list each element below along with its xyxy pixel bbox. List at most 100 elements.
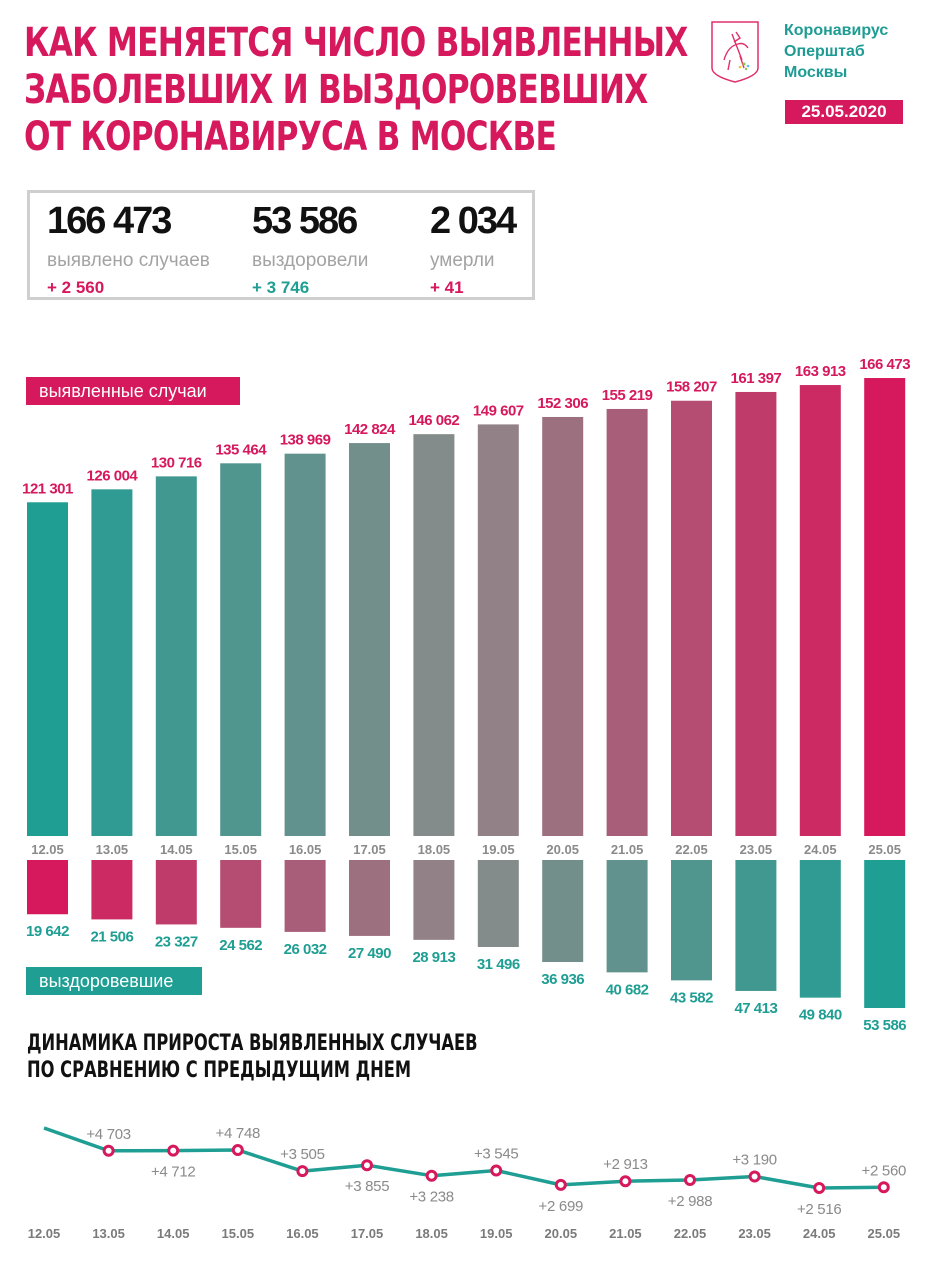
growth-point — [231, 1144, 244, 1156]
bar-date-label: 12.05 — [31, 842, 64, 857]
bar-recovered — [606, 860, 648, 973]
bar-recovered — [477, 860, 519, 947]
growth-label: +4 703 — [86, 1126, 131, 1143]
bar-recovered-label: 19 642 — [26, 923, 69, 940]
growth-point — [102, 1144, 115, 1157]
bar-recovered-label: 49 840 — [799, 1007, 842, 1024]
bar-cases-label: 126 004 — [87, 467, 139, 484]
growth-label: +3 238 — [409, 1189, 454, 1206]
bar-recovered-label: 21 506 — [90, 928, 133, 945]
line-date-label: 19.05 — [480, 1226, 513, 1241]
legend-recovered: выздоровевшие — [26, 967, 202, 995]
bar-recovered-label: 36 936 — [541, 971, 584, 988]
growth-label: +2 560 — [862, 1162, 907, 1179]
stat-cases: 166 473 выявлено случаев + 2 560 — [47, 199, 210, 299]
growth-point — [554, 1178, 567, 1191]
bar-cases — [284, 453, 326, 836]
stat-recovered: 53 586 выздоровели + 3 746 — [252, 199, 368, 299]
line-date-label: 16.05 — [286, 1226, 319, 1241]
growth-label: +3 855 — [345, 1178, 390, 1195]
bar-recovered-label: 43 582 — [670, 989, 713, 1006]
growth-point — [619, 1175, 632, 1188]
growth-point — [361, 1159, 373, 1172]
stat-label: выздоровели — [252, 250, 369, 271]
line-date-label: 24.05 — [803, 1226, 836, 1241]
stat-label: выявлено случаев — [47, 250, 210, 271]
bar-cases — [477, 424, 519, 836]
bar-cases — [349, 443, 390, 836]
bar-date-label: 13.05 — [96, 842, 129, 857]
moscow-coat-of-arms-icon — [711, 21, 759, 83]
bar-date-label: 19.05 — [482, 842, 515, 857]
bar-cases — [735, 391, 777, 836]
brand-line: Коронавирус — [784, 22, 889, 39]
bar-recovered — [799, 860, 841, 998]
bar-recovered-label: 23 327 — [155, 933, 198, 950]
bar-cases — [799, 385, 841, 836]
bar-date-label: 25.05 — [868, 842, 901, 857]
bar-cases-label: 149 607 — [473, 402, 524, 419]
bar-date-label: 14.05 — [160, 842, 193, 857]
bar-recovered-label: 53 586 — [863, 1017, 906, 1034]
bar-recovered — [220, 860, 262, 928]
growth-label: +2 699 — [539, 1198, 584, 1215]
section-title: ДИНАМИКА ПРИРОСТА ВЫЯВЛЕННЫХ СЛУЧАЕВ ПО … — [27, 1030, 478, 1084]
bar-recovered-label: 24 562 — [219, 937, 262, 954]
stat-delta: + 3 746 — [252, 278, 310, 297]
growth-label: +3 505 — [280, 1146, 325, 1163]
bar-recovered-label: 47 413 — [734, 1000, 777, 1017]
bar-chart: 121 301 12.05 19 642 126 004 13.05 21 506 130 … — [22, 356, 911, 1034]
line-date-label: 17.05 — [351, 1226, 384, 1241]
stat-value: 53 586 — [252, 200, 358, 242]
title-line: ЗАБОЛЕВШИХ И ВЫЗДОРОВЕВШИХ — [24, 67, 648, 113]
bar-cases-label: 158 207 — [666, 379, 717, 396]
line-date-label: 23.05 — [738, 1226, 771, 1241]
growth-label: +2 988 — [668, 1193, 713, 1210]
line-date-label: 25.05 — [868, 1226, 901, 1241]
title-line: ОТ КОРОНАВИРУСА В МОСКВЕ — [24, 114, 557, 160]
bar-cases-label: 161 397 — [731, 370, 782, 387]
stat-value: 2 034 — [430, 200, 517, 242]
bar-cases — [864, 378, 906, 836]
brand-line: Оперштаб — [784, 43, 865, 60]
bar-cases-label: 135 464 — [215, 441, 267, 458]
line-date-label: 13.05 — [92, 1226, 125, 1241]
line-date-label: 22.05 — [674, 1226, 707, 1241]
bar-recovered-label: 27 490 — [348, 945, 391, 962]
bar-cases-label: 146 062 — [409, 412, 460, 429]
bar-cases-label: 155 219 — [602, 387, 653, 404]
bar-recovered — [864, 860, 906, 1008]
bar-recovered — [542, 860, 584, 963]
bar-recovered-label: 40 682 — [606, 981, 649, 998]
bar-cases — [671, 400, 712, 836]
stat-label: умерли — [430, 250, 495, 271]
bar-recovered — [671, 860, 712, 981]
line-date-label: 21.05 — [609, 1226, 642, 1241]
bar-cases-label: 130 716 — [151, 454, 202, 471]
growth-point — [877, 1181, 890, 1194]
bar-cases — [220, 463, 262, 836]
bar-cases — [155, 476, 197, 836]
stat-deaths: 2 034 умерли + 41 — [430, 199, 517, 299]
bar-date-label: 20.05 — [546, 842, 579, 857]
growth-label: +3 190 — [732, 1152, 777, 1169]
bar-date-label: 17.05 — [353, 842, 386, 857]
page-title: КАК МЕНЯЕТСЯ ЧИСЛО ВЫЯВЛЕННЫХ ЗАБОЛЕВШИХ… — [24, 20, 688, 161]
bar-date-label: 22.05 — [675, 842, 708, 857]
growth-point — [296, 1165, 309, 1178]
growth-label: +3 545 — [474, 1145, 519, 1162]
bar-date-label: 15.05 — [224, 842, 257, 857]
line-date-label: 12.05 — [28, 1226, 61, 1241]
bar-cases — [606, 408, 648, 836]
line-date-label: 18.05 — [415, 1226, 448, 1241]
bar-recovered — [155, 860, 197, 925]
growth-line — [43, 1126, 884, 1190]
title-line: КАК МЕНЯЕТСЯ ЧИСЛО ВЫЯВЛЕННЫХ — [24, 20, 688, 66]
bar-cases — [91, 489, 133, 836]
bar-cases-label: 121 301 — [22, 480, 73, 497]
line-date-label: 15.05 — [222, 1226, 255, 1241]
stat-delta: + 2 560 — [47, 278, 105, 297]
bar-cases-label: 142 824 — [344, 421, 396, 438]
bar-date-label: 21.05 — [611, 842, 644, 857]
line-date-label: 20.05 — [545, 1226, 578, 1241]
